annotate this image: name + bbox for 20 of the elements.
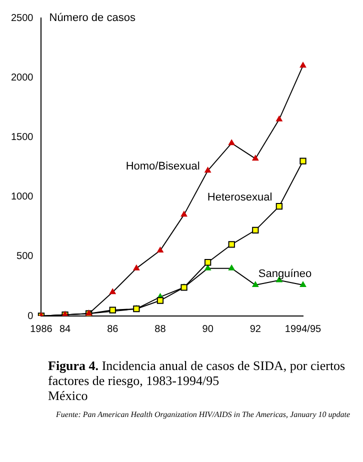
text: México (48, 388, 89, 403)
y-axis-title: Número de casos (49, 12, 136, 24)
x-tick-label: 84 (59, 324, 72, 335)
y-tick-label: 2500 (10, 12, 34, 24)
y-tick-label: 0 (28, 310, 34, 322)
series-label: Homo/Bisexual (126, 160, 200, 173)
text: Figura 4. Incidencia anual de casos de SIDA, por ciertos factores de riesgo, 1983-1994/95 (48, 358, 346, 388)
y-tick-label: 500 (16, 251, 34, 262)
series-label: Sanguíneo (258, 268, 312, 280)
x-tick-label: 1994/95 (284, 324, 322, 335)
x-tick-label: 90 (202, 324, 214, 335)
y-tick-label: 1000 (10, 192, 34, 203)
x-tick-label: 88 (154, 324, 166, 335)
y-tick-label: 1500 (10, 132, 34, 143)
x-tick-label: 92 (250, 324, 262, 335)
x-tick-label: 1986 (30, 324, 53, 335)
x-tick-label: 86 (107, 324, 119, 335)
source-note: Fuente: Pan American Health Organization HIV/AIDS in The Americas, January 10 update (56, 409, 352, 421)
series-label: Heterosexual (207, 191, 272, 204)
y-tick-label: 2000 (10, 72, 34, 84)
